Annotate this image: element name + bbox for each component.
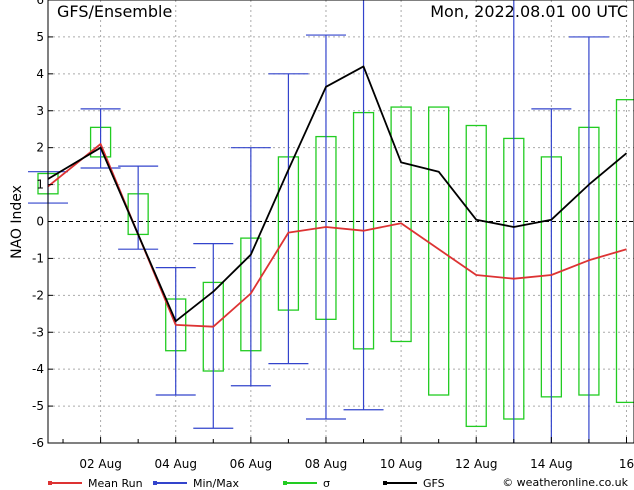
y-tick-label: -4 xyxy=(32,362,44,376)
series-lines xyxy=(47,65,628,328)
y-tick-label: 1 xyxy=(36,178,44,192)
legend-marker-sigma xyxy=(283,481,287,485)
legend-marker-gfs xyxy=(383,481,387,485)
y-tick-label: 3 xyxy=(36,104,44,118)
x-tick-label: 14 Aug xyxy=(530,457,573,471)
y-tick-label: -6 xyxy=(32,436,44,450)
legend: Mean Run Min/Max σ GFS xyxy=(48,477,445,490)
run-date: Mon, 2022.08.01 00 UTC xyxy=(430,2,628,21)
x-tick-label: 08 Aug xyxy=(305,457,348,471)
legend-label-minmax: Min/Max xyxy=(193,477,239,490)
y-axis-label: NAO Index xyxy=(9,185,25,259)
legend-marker-minmax xyxy=(153,481,157,485)
legend-label-sigma: σ xyxy=(323,477,330,490)
y-tick-label: -3 xyxy=(32,325,44,339)
y-tick-label: 6 xyxy=(36,0,44,7)
legend-label-gfs: GFS xyxy=(423,477,445,490)
series-line-gfs xyxy=(47,65,628,323)
sigma-box xyxy=(615,99,634,404)
legend-label-mean: Mean Run xyxy=(88,477,143,490)
legend-marker-mean xyxy=(48,481,52,485)
y-tick-label: 2 xyxy=(36,141,44,155)
sigma-box xyxy=(428,106,450,396)
y-tick-label: -1 xyxy=(32,251,44,265)
x-tick-label: 12 Aug xyxy=(455,457,498,471)
axes: -6 -5 -4 -3 -2 -1 0 1 2 3 4 5 6 02 Aug 04 Aug 06 Aug 08 … xyxy=(32,0,634,471)
chart-title: GFS/Ensemble xyxy=(57,2,172,21)
x-tick-label: 16 xyxy=(619,457,634,471)
x-tick-label: 02 Aug xyxy=(79,457,122,471)
x-tick-label: 04 Aug xyxy=(154,457,197,471)
minmax-bars xyxy=(28,0,609,443)
series-line-mean xyxy=(47,143,627,328)
x-tick-label: 06 Aug xyxy=(230,457,273,471)
credit-text: © weatheronline.co.uk xyxy=(502,476,628,489)
y-tick-label: 0 xyxy=(36,215,44,229)
y-tick-label: 4 xyxy=(36,67,44,81)
y-tick-label: 5 xyxy=(36,30,44,44)
sigma-boxes xyxy=(37,99,634,428)
y-tick-label: -5 xyxy=(32,399,44,413)
y-tick-label: -2 xyxy=(32,288,44,302)
x-tick-label: 10 Aug xyxy=(380,457,423,471)
sigma-box xyxy=(390,106,412,343)
